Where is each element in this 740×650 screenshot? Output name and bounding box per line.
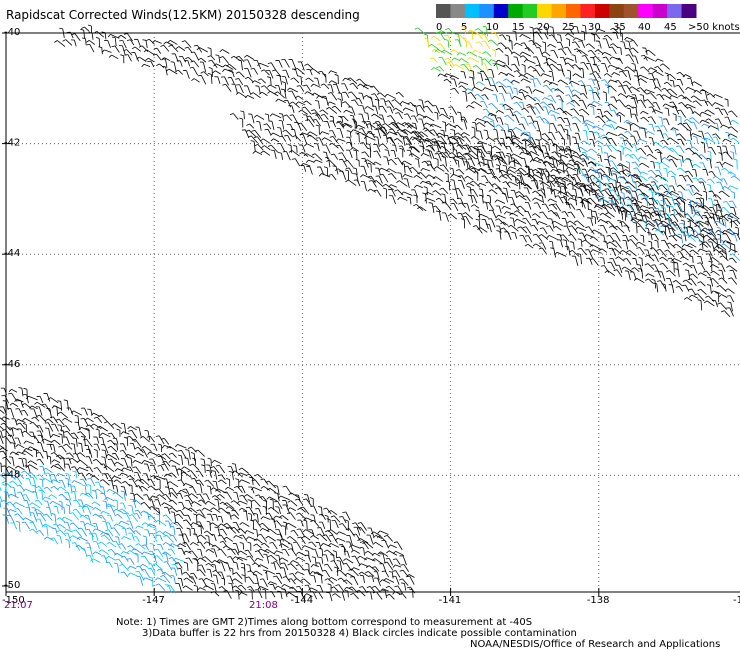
scale-label: 15 (512, 22, 525, 33)
scale-swatch (493, 4, 509, 18)
note-line-2: 3)Data buffer is 22 hrs from 20150328 4)… (142, 628, 577, 639)
scale-swatch (566, 4, 581, 18)
scale-swatch (537, 4, 553, 18)
lon-label: -138 (587, 595, 610, 606)
lat-label: -50 (4, 580, 20, 591)
time-label-start: 21:07 (4, 600, 33, 611)
lat-label: -42 (4, 138, 20, 149)
lat-label: -40 (4, 27, 20, 38)
scale-label: 0 (436, 22, 442, 33)
scale-label: 30 (588, 22, 601, 33)
lon-label: -144 (290, 595, 313, 606)
lon-label: -150 (2, 595, 25, 606)
scale-swatch (652, 4, 668, 18)
wind-barb-swaths (0, 24, 740, 602)
note-credit: NOAA/NESDIS/Office of Research and Appli… (470, 639, 721, 650)
lat-label: -48 (4, 469, 20, 480)
scale-swatch (479, 4, 495, 18)
scale-swatch (522, 4, 538, 18)
lat-label: -44 (4, 248, 20, 259)
scale-swatch (580, 4, 596, 18)
lat-label: -46 (4, 359, 20, 370)
scale-swatch (667, 4, 683, 18)
scale-swatch (436, 4, 451, 18)
scale-swatch (623, 4, 639, 18)
note-line-1: Note: 1) Times are GMT 2)Times along bot… (116, 617, 533, 628)
scale-label: >50 knots (688, 22, 740, 33)
map-axes: -40 -42 -44 -46 -48 -50 -150 -147 -144 -141 -138 -1… (2, 27, 740, 606)
scale-swatch (508, 4, 524, 18)
scale-label: 10 (486, 22, 499, 33)
scale-swatch (638, 4, 654, 18)
scale-label: 20 (537, 22, 550, 33)
wind-speed-color-scale: 0 5 10 15 20 25 30 35 40 45 >50 knots (436, 4, 740, 33)
scale-swatch (681, 4, 697, 18)
scale-swatch (594, 4, 610, 18)
scale-label: 45 (664, 22, 677, 33)
scale-swatch (450, 4, 466, 18)
scale-swatch (551, 4, 567, 18)
lon-label: -141 (439, 595, 462, 606)
time-label-mid: 21:08 (249, 600, 278, 611)
scale-swatch (609, 4, 625, 18)
map-title: Rapidscat Corrected Winds(12.5KM) 201503… (6, 8, 360, 22)
scale-swatch (464, 4, 480, 18)
scale-label: 40 (638, 22, 651, 33)
lon-label: -147 (142, 595, 165, 606)
scale-label: 25 (562, 22, 575, 33)
map-grid (2, 32, 740, 596)
lon-label: -13 (733, 595, 740, 606)
